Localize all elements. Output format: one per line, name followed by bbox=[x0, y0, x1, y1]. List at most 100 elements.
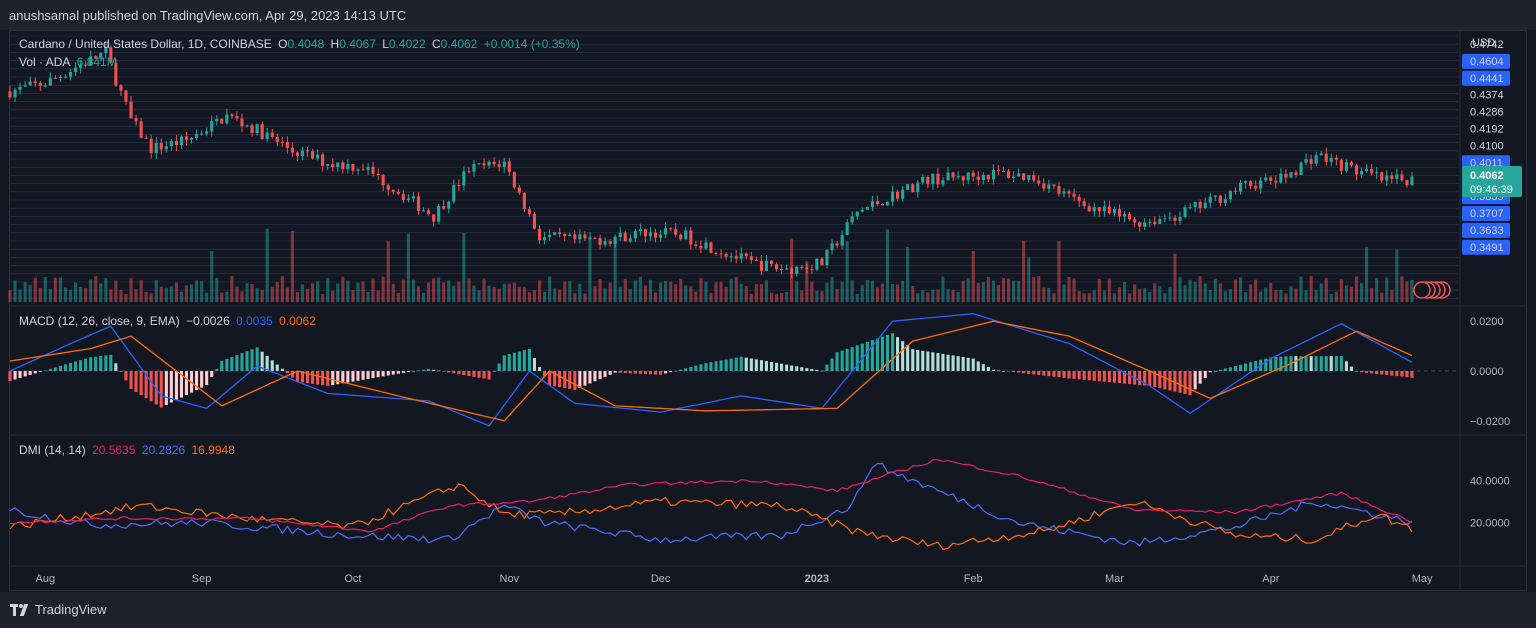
macd-hist-bar bbox=[63, 364, 67, 371]
volume-bar bbox=[507, 283, 511, 302]
volume-bar bbox=[1410, 279, 1414, 302]
volume-bar bbox=[795, 281, 799, 302]
macd-hist-bar bbox=[1188, 371, 1192, 396]
volume-bar bbox=[270, 286, 274, 302]
symbol-label: Cardano / United States Dollar, 1D, COIN… bbox=[19, 37, 272, 51]
candle bbox=[1405, 180, 1409, 186]
macd-hist-bar bbox=[1304, 356, 1308, 371]
candle bbox=[406, 198, 410, 200]
volume-bar bbox=[1380, 292, 1384, 302]
volume-bar bbox=[179, 291, 183, 302]
candle bbox=[1178, 217, 1182, 221]
candle bbox=[452, 184, 456, 202]
volume-bar bbox=[1143, 288, 1147, 302]
macd-hist-bar bbox=[618, 371, 622, 373]
candle bbox=[326, 164, 330, 166]
volume-bar bbox=[679, 278, 683, 302]
volume-bar bbox=[406, 233, 410, 302]
candle bbox=[356, 169, 360, 171]
volume-bar bbox=[346, 280, 350, 302]
macd-hist-bar bbox=[749, 358, 753, 371]
macd-hist-bar bbox=[361, 371, 365, 380]
candle bbox=[608, 241, 612, 244]
candle bbox=[966, 172, 970, 181]
candle bbox=[790, 268, 794, 274]
volume-bar bbox=[164, 287, 168, 302]
macd-hist-bar bbox=[936, 353, 940, 371]
volume-label: Vol · ADA bbox=[19, 55, 71, 69]
candle bbox=[492, 161, 496, 165]
price-label-bg bbox=[1462, 70, 1510, 86]
macd-hist-bar bbox=[654, 371, 658, 375]
macd-hist-bar bbox=[704, 363, 708, 371]
volume-bar bbox=[1007, 278, 1011, 302]
chart-frame bbox=[9, 30, 1527, 591]
candle bbox=[255, 124, 259, 133]
volume-bar bbox=[1047, 287, 1051, 302]
candle bbox=[1329, 157, 1333, 162]
volume-bar bbox=[1289, 286, 1293, 302]
open-label: O bbox=[278, 37, 288, 51]
volume-bar bbox=[174, 282, 178, 302]
candle bbox=[1355, 165, 1359, 175]
macd-hist-bar bbox=[1410, 371, 1414, 378]
candle bbox=[1395, 174, 1399, 179]
macd-hist-bar bbox=[805, 368, 809, 371]
macd-hist-bar bbox=[1349, 366, 1353, 371]
time-tick-label: Aug bbox=[36, 573, 56, 585]
candle bbox=[1198, 202, 1202, 209]
volume-bar bbox=[1244, 292, 1248, 302]
macd-hist-bar bbox=[633, 371, 637, 374]
volume-bars bbox=[8, 228, 1414, 302]
volume-bar bbox=[497, 288, 501, 302]
volume-bar bbox=[1375, 278, 1379, 302]
macd-hist-bar bbox=[613, 371, 617, 373]
candle bbox=[664, 228, 668, 235]
candle bbox=[300, 150, 304, 156]
time-tick-label: Mar bbox=[1105, 573, 1124, 585]
candle bbox=[1047, 184, 1051, 189]
volume-bar bbox=[457, 281, 461, 302]
volume-bar bbox=[154, 280, 158, 302]
volume-bar bbox=[422, 292, 426, 302]
time-tick-label: Feb bbox=[964, 573, 983, 585]
low-label: L bbox=[382, 37, 389, 51]
volume-bar bbox=[184, 285, 188, 302]
volume-bar bbox=[860, 285, 864, 302]
macd-hist-bar bbox=[275, 364, 279, 371]
macd-hist-bar bbox=[13, 371, 17, 380]
macd-hist-bar bbox=[1334, 356, 1338, 371]
macd-hist-bar bbox=[815, 369, 819, 371]
macd-hist-bar bbox=[1254, 361, 1258, 371]
candle bbox=[84, 64, 88, 66]
candle bbox=[290, 147, 294, 153]
candle bbox=[951, 172, 955, 178]
macd-hist-bar bbox=[931, 352, 935, 371]
macd-hist-bar bbox=[1158, 371, 1162, 389]
macd-hist-bar bbox=[759, 360, 763, 371]
macd-hist-bar bbox=[432, 369, 436, 371]
volume-bar bbox=[13, 280, 17, 302]
brand-name: TradingView bbox=[35, 602, 107, 617]
macd-hist-bar bbox=[1007, 371, 1011, 372]
volume-legend: Vol · ADA 6.841M bbox=[19, 55, 120, 69]
volume-bar bbox=[664, 281, 668, 302]
macd-hist-bar bbox=[885, 334, 889, 371]
macd-hist-bar bbox=[1017, 371, 1021, 373]
candle bbox=[744, 253, 748, 257]
candle bbox=[174, 141, 178, 145]
volume-bar bbox=[689, 286, 693, 302]
candle bbox=[1228, 190, 1232, 200]
price-label-bg bbox=[1462, 222, 1510, 238]
macd-hist-bar bbox=[1339, 356, 1343, 371]
candle bbox=[1385, 175, 1389, 181]
volume-bar bbox=[104, 278, 108, 302]
candle bbox=[719, 253, 723, 255]
macd-hist-bar bbox=[1390, 371, 1394, 376]
candle bbox=[1168, 217, 1172, 219]
macd-hist-bar bbox=[659, 371, 663, 375]
candle bbox=[1349, 162, 1353, 166]
candle bbox=[109, 47, 113, 63]
volume-bar bbox=[815, 291, 819, 302]
